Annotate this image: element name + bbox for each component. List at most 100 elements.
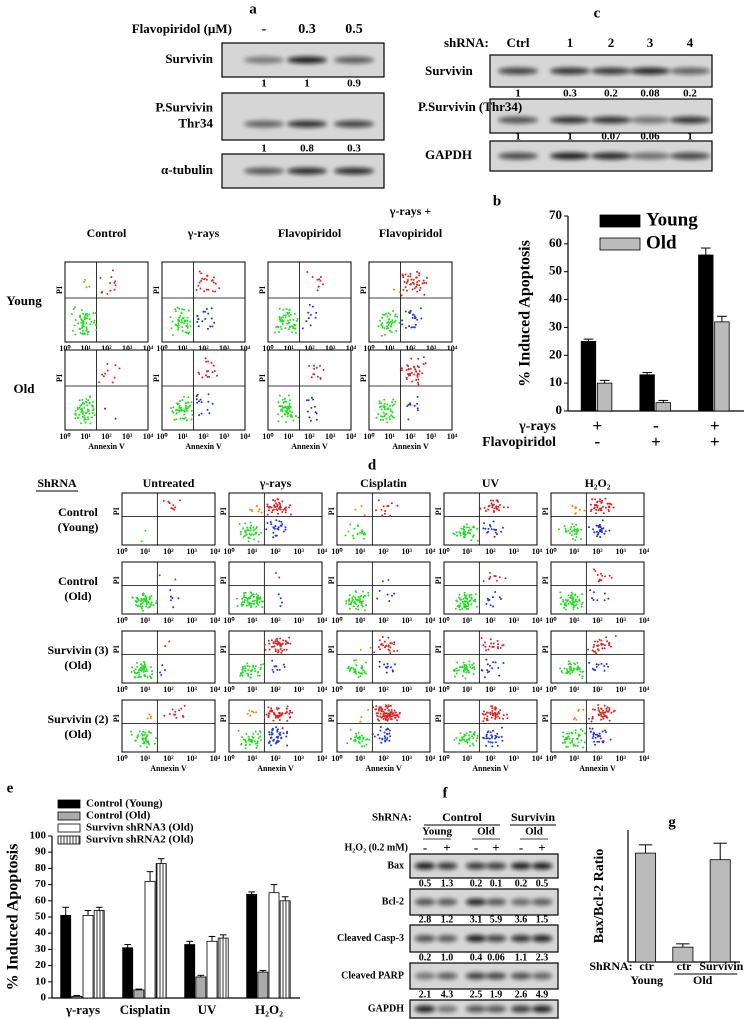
flow-dot	[393, 403, 396, 406]
flow-dot	[143, 667, 146, 670]
flow-dot	[469, 599, 472, 602]
flow-dot	[272, 536, 275, 539]
flow-dot	[591, 708, 594, 711]
flow-dot	[494, 741, 497, 744]
bar	[206, 940, 218, 999]
flow-dot	[489, 741, 492, 744]
flow-dot	[482, 580, 485, 583]
flow-dot	[261, 606, 264, 609]
blot-band	[531, 935, 553, 942]
flow-dot	[422, 363, 425, 366]
flow-dot	[104, 407, 106, 410]
decade-label: 10⁰	[116, 616, 128, 625]
band-quantity: 0.06	[487, 952, 505, 963]
flow-dot	[464, 668, 467, 671]
flow-dot	[490, 642, 493, 645]
flow-dot	[186, 325, 188, 328]
flow-dot	[489, 731, 492, 734]
flow-dot	[485, 719, 488, 722]
flow-dot	[460, 527, 463, 530]
flow-dot	[186, 409, 188, 412]
flow-dot	[263, 643, 266, 646]
blot-band	[334, 167, 374, 175]
flow-dot	[423, 281, 426, 284]
decade-label: 10³	[325, 432, 336, 441]
band-quantity: 1	[261, 78, 267, 90]
decade-label: 10¹	[140, 754, 151, 763]
flow-dot	[252, 665, 255, 668]
decade-label: 10⁰	[116, 754, 128, 763]
flow-dot	[377, 413, 380, 416]
band-quantity: 1	[515, 131, 521, 143]
x-axis-label: Annexin V	[579, 764, 616, 773]
flow-dot	[360, 602, 363, 605]
flow-dot	[465, 664, 467, 667]
flow-dot	[289, 410, 291, 413]
flow-dot	[410, 371, 413, 374]
flow-dot	[287, 394, 290, 397]
flow-dot	[131, 666, 134, 669]
flow-dot	[600, 643, 603, 646]
flow-dot	[150, 731, 152, 734]
flow-dot	[485, 744, 488, 747]
flow-dot	[462, 533, 465, 536]
blot-band	[510, 972, 532, 980]
flow-dot	[474, 593, 477, 596]
flow-dot	[252, 736, 255, 739]
flow-dot	[463, 604, 466, 607]
flow-dot	[211, 402, 214, 405]
flow-dot	[568, 600, 571, 603]
flow-dot	[393, 288, 395, 291]
flow-dot	[275, 638, 278, 641]
column-label: UV	[482, 476, 500, 490]
blot-label: Thr34	[178, 115, 213, 130]
y-tick-label: 10	[549, 374, 562, 389]
flow-dot	[254, 670, 257, 673]
flow-dot	[355, 659, 357, 662]
flow-dot	[216, 374, 218, 377]
flow-dot	[491, 596, 494, 599]
flow-dot	[357, 741, 360, 743]
flow-dot	[492, 642, 495, 645]
flow-dot	[391, 404, 394, 407]
flow-dot	[211, 325, 214, 328]
flow-dot	[241, 665, 244, 668]
flow-dot	[196, 321, 199, 323]
flow-dot	[581, 729, 584, 732]
flow-dot	[272, 670, 275, 673]
flow-dot	[385, 718, 388, 720]
flow-dot	[138, 730, 141, 733]
flow-dot	[264, 648, 267, 651]
flow-dot	[253, 602, 256, 605]
blot-label: Bcl-2	[382, 896, 404, 907]
flow-dot	[388, 649, 391, 652]
error-bar	[208, 935, 216, 942]
flow-dot	[470, 597, 473, 600]
flow-dot	[242, 667, 244, 670]
flow-dot	[594, 498, 597, 501]
flow-dot	[258, 598, 261, 600]
flow-dot	[476, 539, 479, 542]
flow-dot	[285, 707, 288, 710]
flow-dot	[390, 323, 393, 325]
flow-dot	[492, 714, 495, 717]
flow-dot	[254, 665, 257, 668]
flow-dot	[498, 717, 501, 720]
flow-dot	[255, 601, 258, 604]
flow-dot	[90, 320, 93, 323]
flow-dot	[274, 640, 277, 643]
x-axis-label: Annexin V	[472, 764, 509, 773]
decade-label: 10¹	[569, 547, 580, 556]
flow-dot	[81, 401, 84, 404]
flow-dot	[398, 321, 401, 324]
flow-dot	[496, 579, 498, 582]
decade-label: 10²	[378, 754, 389, 763]
flow-dot	[377, 718, 379, 721]
flow-dot	[568, 732, 571, 735]
flow-dot	[591, 715, 594, 718]
flow-dot	[406, 289, 408, 292]
band-quantity: 1	[515, 88, 521, 100]
flow-dot	[425, 282, 428, 285]
flow-dot	[148, 713, 151, 716]
flow-dot	[573, 662, 575, 665]
